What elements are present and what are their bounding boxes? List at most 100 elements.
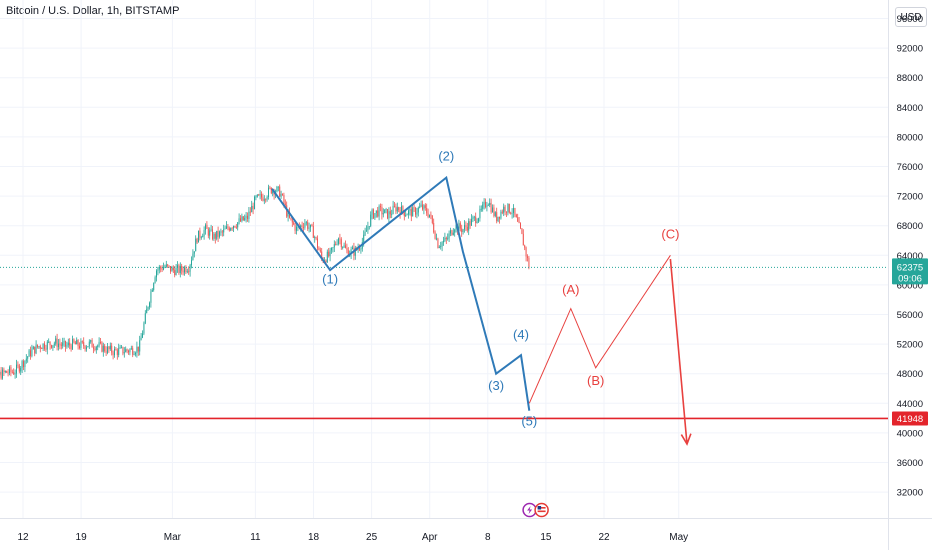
candle-body [462, 229, 464, 233]
candle-body [366, 230, 367, 232]
candle-body [9, 367, 10, 373]
candle-body [244, 217, 246, 221]
candle-body [182, 270, 184, 273]
candle-body [14, 373, 16, 375]
candle-body [125, 349, 127, 353]
candle-body [153, 283, 155, 290]
candle-body [255, 196, 257, 198]
x-tick-label: Apr [422, 532, 438, 543]
candle-body [420, 204, 422, 207]
candle-body [214, 233, 216, 239]
candle-body [504, 206, 506, 212]
candle-body [409, 209, 411, 211]
candle-body [468, 221, 470, 231]
candle-body [209, 230, 211, 236]
candle-body [413, 207, 415, 209]
y-tick-label: 88000 [897, 73, 923, 84]
candle-body [144, 313, 146, 324]
candle-body [430, 214, 432, 216]
arrow-red-path [669, 258, 688, 445]
candle-body [291, 218, 293, 223]
candle-body [333, 244, 335, 248]
candle-body [74, 342, 76, 345]
candle-body [56, 338, 58, 347]
candle-body [192, 253, 194, 261]
candle-body [447, 238, 449, 240]
candle-body [401, 206, 402, 215]
candle-body [367, 226, 369, 231]
candle-body [24, 360, 26, 368]
candle-body [130, 348, 132, 350]
candle-body [437, 238, 439, 248]
candle-body [95, 346, 97, 350]
y-tick-label: 92000 [897, 44, 923, 55]
candle-body [259, 194, 261, 196]
candle-body [473, 216, 475, 218]
candle-body [185, 267, 187, 273]
candle-body [476, 221, 478, 223]
candle-body [184, 267, 185, 273]
y-tick-label: 52000 [897, 340, 923, 351]
candle-body [107, 346, 108, 353]
candle-body [471, 218, 472, 226]
candle-body [46, 341, 48, 350]
candle-body [191, 260, 192, 266]
event-badges[interactable] [522, 502, 549, 518]
chart-title: Bitcoin / U.S. Dollar, 1h, BITSTAMP [6, 5, 180, 17]
x-tick-label: May [669, 532, 688, 543]
candle-body [175, 268, 177, 276]
candle-body [241, 216, 243, 222]
candle-body [83, 341, 85, 346]
candle-body [342, 247, 344, 248]
currency-button[interactable]: USD [895, 7, 927, 27]
price-axis[interactable]: 96000 92000 88000 84000 80000 76000 72000 68000… [888, 0, 929, 550]
candle-body [227, 226, 229, 229]
y-tick-label: 40000 [897, 428, 923, 439]
arrow-head [680, 433, 692, 446]
candle-body [454, 229, 456, 233]
candle-body [508, 203, 510, 213]
candle-body [45, 348, 47, 350]
candle-body [48, 341, 50, 343]
candle-body [375, 210, 377, 214]
candle-body [450, 230, 451, 234]
candle-body [276, 187, 278, 192]
candle-body [311, 224, 313, 227]
candle-body [345, 245, 346, 248]
candle-body [269, 187, 271, 189]
candle-body [34, 346, 36, 354]
candle-body [55, 338, 57, 344]
candle-body [235, 227, 237, 228]
candle-body [207, 228, 209, 236]
candle-body [116, 350, 118, 355]
candle-body [10, 367, 12, 372]
candle-body [13, 372, 15, 375]
candle-body [193, 251, 195, 254]
candle-body [206, 224, 208, 229]
candle-body [392, 205, 394, 214]
candle-body [524, 245, 526, 248]
candle-body [70, 345, 72, 350]
candle-body [228, 228, 230, 231]
candle-body [188, 271, 190, 273]
us-flag-icon[interactable] [534, 502, 549, 518]
candle-body [170, 265, 171, 272]
candle-body [436, 238, 437, 240]
candle-body [384, 209, 386, 214]
candle-body [417, 207, 419, 213]
candle-body [171, 267, 173, 272]
candle-body [364, 231, 366, 235]
time-axis[interactable]: 12 19 Mar 11 18 25 Apr 8 15 22 May [0, 518, 932, 544]
candle-body [388, 211, 390, 219]
candle-body [258, 194, 260, 196]
candle-body [31, 349, 33, 357]
wave-label: (B) [587, 373, 604, 388]
candle-body [443, 240, 444, 243]
candle-body [293, 222, 295, 225]
candle-body [62, 342, 64, 346]
candle-body [178, 265, 180, 273]
candle-body [513, 207, 514, 213]
candle-body [102, 345, 104, 352]
candle-body [67, 342, 69, 346]
